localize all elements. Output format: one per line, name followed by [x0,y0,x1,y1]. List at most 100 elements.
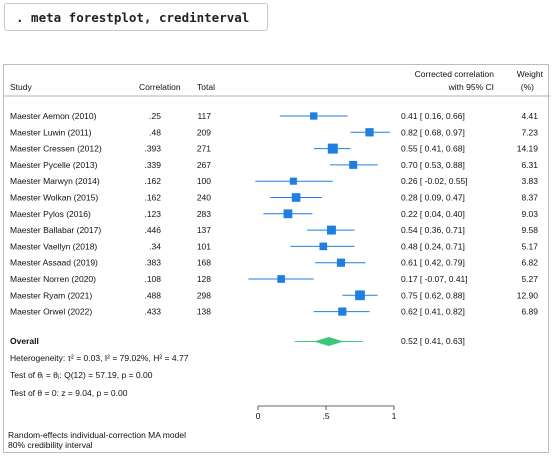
study-name: Maester Pylos (2016) [10,209,91,219]
study-weight: 5.17 [521,241,538,251]
header-weight-line2: (%) [521,82,534,92]
study-total: 128 [197,274,211,284]
study-weight: 5.27 [521,274,538,284]
study-name: Maester Marwyn (2014) [10,176,100,186]
effect-marker [349,160,358,169]
study-row: Maester Pycelle (2013) .339 267 0.70 [ 0.53… [10,160,538,170]
study-ci-text: 0.54 [ 0.36, 0.71] [401,225,465,235]
study-total: 137 [197,225,211,235]
overall-marks [294,337,363,346]
study-weight: 3.83 [521,176,538,186]
study-total: 168 [197,258,211,268]
credibility-note: 80% credibility interval [8,440,93,450]
study-ci-text: 0.61 [ 0.42, 0.79] [401,258,465,268]
study-correlation: .25 [149,111,161,121]
header-effect-line1: Corrected correlation [415,69,495,79]
homogeneity-test: Test of θᵢ = θⱼ: Q(12) = 57.19, p = 0.00 [10,370,153,380]
study-name: Maester Wolkan (2015) [10,193,98,203]
effect-marker [365,128,374,137]
heterogeneity-stat: Heterogeneity: τ² = 0.03, I² = 79.02%, H… [10,353,189,363]
effect-marker [291,193,301,202]
study-total: 271 [197,144,211,154]
study-weight: 6.31 [521,160,538,170]
study-weight: 4.41 [521,111,538,121]
study-correlation: .446 [144,225,161,235]
study-row: Maester Ryam (2021) .488 298 0.75 [ 0.62, 0… [10,290,538,300]
study-row: Maester Cressen (2012) .393 271 0.55 [ 0.41… [10,143,539,154]
study-correlation: .339 [144,160,161,170]
study-ci-text: 0.55 [ 0.41, 0.68] [401,144,465,154]
effect-marker [327,143,338,154]
study-correlation: .433 [144,307,161,317]
study-ci-text: 0.75 [ 0.62, 0.88] [401,290,465,300]
study-name: Maester Ryam (2021) [10,290,92,300]
study-correlation: .488 [144,290,161,300]
overall-effect-test: Test of θ = 0: z = 9.04, p = 0.00 [10,388,128,398]
study-row: Maester Marwyn (2014) .162 100 0.26 [ -0.02… [10,176,538,186]
study-total: 117 [197,111,211,121]
study-row: Maester Wolkan (2015) .162 240 0.28 [ 0.09,… [10,193,538,203]
effect-marker [336,258,346,267]
study-rows: Maester Aemon (2010) .25 117 0.41 [ 0.16, 0… [10,111,538,317]
study-ci-text: 0.62 [ 0.41, 0.82] [401,307,465,317]
study-weight: 14.19 [517,144,539,154]
study-ci-text: 0.70 [ 0.53, 0.88] [401,160,465,170]
study-ci-text: 0.17 [ -0.07, 0.41] [401,274,468,284]
effect-marker [289,177,297,185]
study-row: Maester Luwin (2011) .48 209 0.82 [ 0.68, 0… [10,127,538,137]
study-row: Maester Aemon (2010) .25 117 0.41 [ 0.16, 0… [10,111,538,121]
study-ci-text: 0.41 [ 0.16, 0.66] [401,111,465,121]
header-weight-line1: Weight [517,69,544,79]
study-correlation: .123 [144,209,161,219]
study-row: Maester Ballabar (2017) .446 137 0.54 [ 0.3… [10,225,538,235]
study-ci-text: 0.26 [ -0.02, 0.55] [401,176,468,186]
study-row: Maester Vaellyn (2018) .34 101 0.48 [ 0.24,… [10,241,538,251]
effect-marker [319,242,328,251]
x-tick-label: .5 [322,411,329,421]
study-name: Maester Ballabar (2017) [10,225,101,235]
study-row: Maester Assaad (2019) .383 168 0.61 [ 0.42,… [10,258,538,268]
effect-marker [310,112,318,120]
study-ci-text: 0.22 [ 0.04, 0.40] [401,209,465,219]
x-tick-label: 0 [256,411,261,421]
overall-diamond [313,337,344,346]
study-weight: 12.90 [517,290,539,300]
study-name: Maester Vaellyn (2018) [10,241,97,251]
study-name: Maester Cressen (2012) [10,144,102,154]
study-row: Maester Orwel (2022) .433 138 0.62 [ 0.41, … [10,307,538,317]
study-total: 101 [197,241,211,251]
study-name: Maester Aemon (2010) [10,111,97,121]
command-text: . meta forestplot, credinterval [16,10,250,25]
header-study: Study [10,82,32,92]
study-weight: 6.82 [521,258,538,268]
overall-label: Overall [10,336,39,346]
study-weight: 9.03 [521,209,538,219]
study-weight: 6.89 [521,307,538,317]
study-total: 100 [197,176,211,186]
study-total: 267 [197,160,211,170]
x-axis: 0.5 1 [256,405,397,421]
effect-marker [277,275,285,283]
header-correlation: Correlation [139,82,181,92]
study-correlation: .48 [149,127,161,137]
effect-marker [326,225,336,235]
study-ci-text: 0.82 [ 0.68, 0.97] [401,127,465,137]
study-name: Maester Assaad (2019) [10,258,98,268]
command-box: . meta forestplot, credinterval [4,3,268,31]
study-weight: 7.23 [521,127,538,137]
model-note: Random-effects individual-correction MA … [8,430,186,440]
study-total: 240 [197,193,211,203]
overall-ci-text: 0.52 [ 0.41, 0.63] [401,336,465,346]
effect-marker [355,290,365,301]
study-weight: 8.37 [521,193,538,203]
study-correlation: .393 [144,144,161,154]
study-total: 283 [197,209,211,219]
study-ci-text: 0.48 [ 0.24, 0.71] [401,241,465,251]
study-correlation: .383 [144,258,161,268]
study-total: 298 [197,290,211,300]
study-correlation: .108 [144,274,161,284]
study-ci-text: 0.28 [ 0.09, 0.47] [401,193,465,203]
effect-marker [283,209,293,219]
study-name: Maester Orwel (2022) [10,307,92,317]
x-tick-label: 1 [392,411,397,421]
